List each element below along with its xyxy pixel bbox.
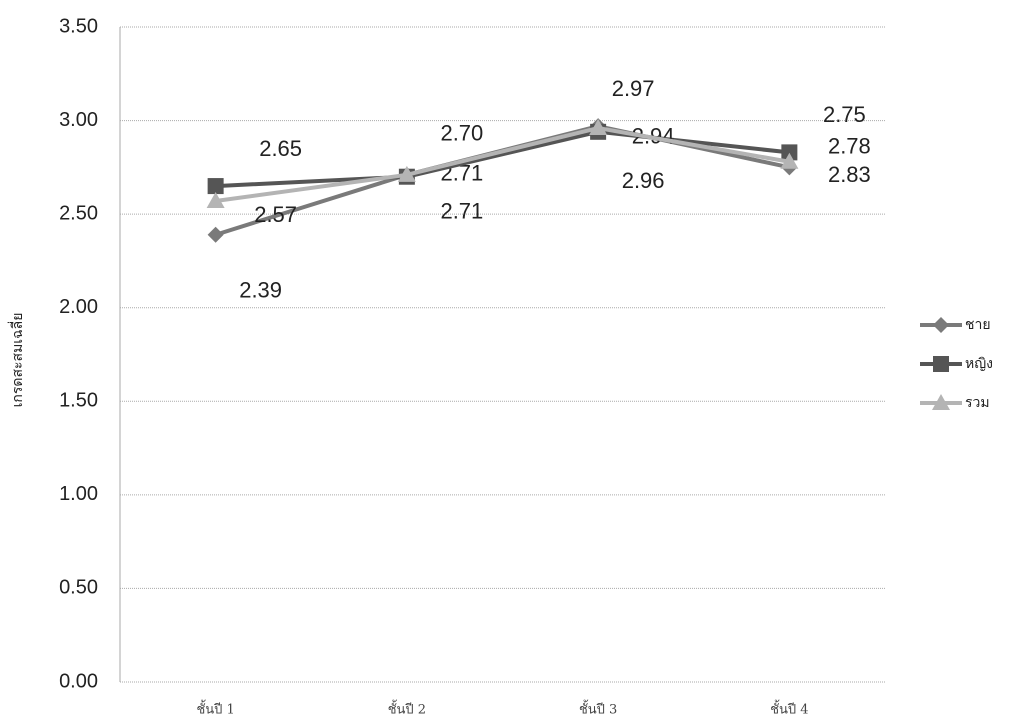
legend-label: หญิง xyxy=(965,356,993,372)
y-tick-label: 3.50 xyxy=(59,15,98,37)
data-label: 2.97 xyxy=(612,76,655,101)
series-line xyxy=(215,129,790,189)
data-label: 2.71 xyxy=(440,199,483,224)
y-tick-label: 2.00 xyxy=(59,296,98,318)
data-label: 2.39 xyxy=(239,278,282,303)
point xyxy=(781,144,798,161)
legend-label: รวม xyxy=(965,395,990,411)
point xyxy=(397,165,416,182)
x-tick-label: ชั้นปี 4 xyxy=(770,700,808,718)
point xyxy=(206,192,225,209)
y-axis-label: เกรดสะสมเฉลี่ย xyxy=(8,313,26,408)
point xyxy=(589,119,608,136)
y-tick-label: 2.50 xyxy=(59,202,98,224)
legend-marker xyxy=(933,356,949,372)
point xyxy=(207,226,224,243)
point xyxy=(207,178,224,195)
data-label: 2.83 xyxy=(828,162,871,187)
point xyxy=(780,152,799,169)
legend-label: ชาย xyxy=(965,317,991,333)
x-tick-label: ชั้นปี 2 xyxy=(388,700,426,718)
legend-marker xyxy=(933,317,949,333)
data-label: 2.78 xyxy=(828,134,871,159)
y-tick-label: 1.00 xyxy=(59,483,98,505)
y-tick-label: 1.50 xyxy=(59,390,98,412)
x-tick-label: ชั้นปี 1 xyxy=(196,700,234,718)
y-tick-label: 0.00 xyxy=(59,670,98,692)
x-tick-label: ชั้นปี 3 xyxy=(579,700,617,718)
y-tick-label: 3.00 xyxy=(59,109,98,131)
data-label: 2.65 xyxy=(259,136,302,161)
series-line xyxy=(215,126,790,204)
data-label: 2.57 xyxy=(254,202,297,227)
data-label: 2.70 xyxy=(440,121,483,146)
y-tick-label: 0.50 xyxy=(59,577,98,599)
data-label: 2.75 xyxy=(823,102,866,127)
legend-marker xyxy=(932,394,950,410)
data-label: 2.96 xyxy=(622,168,665,193)
